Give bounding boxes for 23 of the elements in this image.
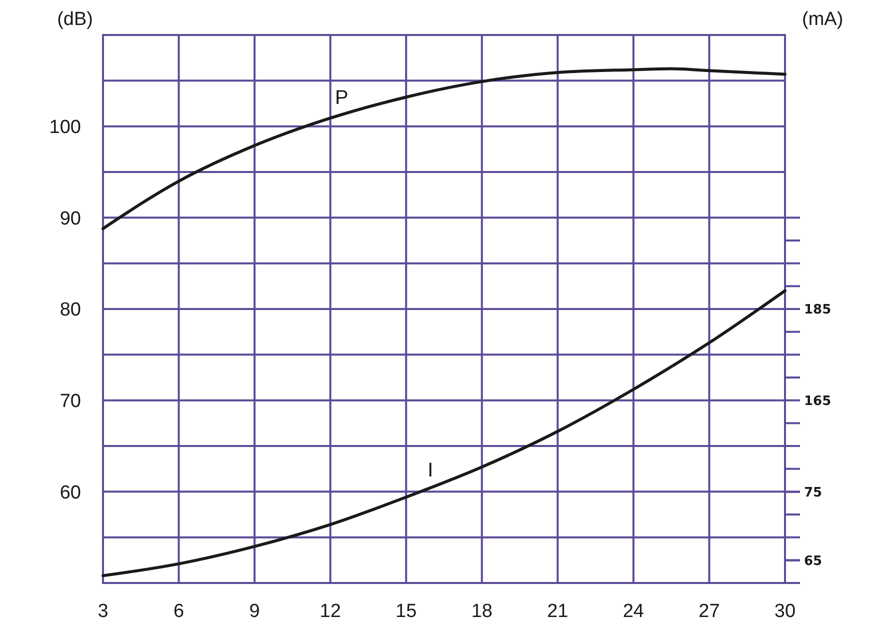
x-tick-label: 12: [320, 601, 341, 622]
x-tick-label: 15: [396, 601, 417, 622]
x-tick-label: 30: [774, 601, 796, 622]
y-tick-label: 80: [60, 300, 81, 321]
x-tick-label: 3: [98, 601, 108, 622]
y3-tick-label: 65: [804, 554, 822, 569]
y2-axis-title: (mA): [802, 9, 844, 30]
series-label: I: [428, 460, 434, 482]
y3-tick-label: 75: [804, 485, 822, 500]
x-tick-label: 18: [471, 601, 492, 622]
y2-tick-label: 165: [804, 394, 832, 409]
y-tick-label: 70: [60, 390, 81, 412]
y2-tick-label: 185: [804, 302, 832, 318]
x-tick-label: 27: [698, 601, 720, 622]
x-tick-label: 9: [249, 601, 260, 622]
x-tick-label: 6: [173, 601, 184, 622]
y-tick-label: 100: [49, 116, 81, 138]
y-tick-label: 60: [60, 482, 81, 504]
y-axis-title: (dB): [57, 9, 93, 30]
y-tick-label: 90: [60, 208, 81, 230]
x-tick-label: 24: [622, 601, 644, 622]
series-label: P: [335, 86, 348, 109]
x-tick-label: 21: [547, 601, 568, 622]
